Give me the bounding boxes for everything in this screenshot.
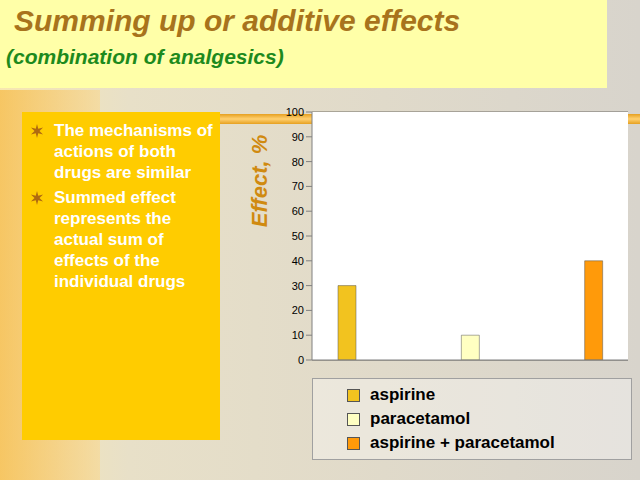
html-text:(combination of analgesics): (combination of analgesics): [6, 45, 284, 68]
html-text:The mechanisms of actions of b: The mechanisms of actions of both drugs …: [54, 121, 213, 182]
html-text:Summing up or additive effects: Summing up or additive effects: [14, 4, 461, 37]
html-text:Effect, %: Effect, %: [247, 134, 272, 228]
svg-text:70: 70: [292, 180, 304, 192]
svg-text:80: 80: [292, 156, 304, 168]
svg-text:50: 50: [292, 230, 304, 242]
svg-text:90: 90: [292, 131, 304, 143]
svg-text:10: 10: [292, 329, 304, 341]
svg-text:40: 40: [292, 255, 304, 267]
svg-text:100: 100: [286, 108, 304, 118]
svg-text:20: 20: [292, 304, 304, 316]
svg-text:60: 60: [292, 205, 304, 217]
html-text:paracetamol: paracetamol: [370, 409, 471, 428]
svg-text:0: 0: [298, 354, 304, 366]
html-text:aspirine: aspirine: [370, 385, 436, 404]
html-text:aspirine + paracetamol: aspirine + paracetamol: [370, 433, 555, 452]
svg-text:30: 30: [292, 280, 304, 292]
html-text:Summed effect represents the a: Summed effect represents the actual sum …: [54, 188, 186, 291]
